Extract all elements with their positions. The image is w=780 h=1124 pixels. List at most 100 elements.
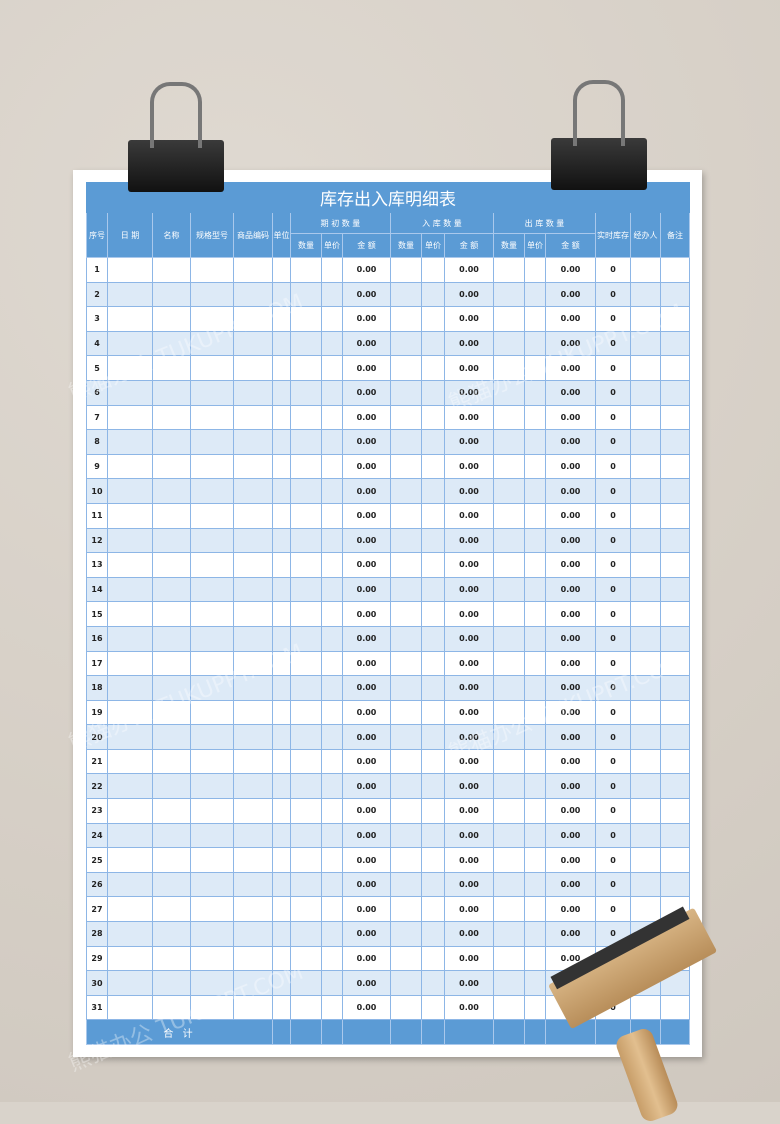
empty-cell[interactable] xyxy=(190,478,234,504)
empty-cell[interactable] xyxy=(233,650,273,677)
stock-cell[interactable]: 0 xyxy=(595,379,631,406)
empty-cell[interactable] xyxy=(321,478,343,504)
empty-cell[interactable] xyxy=(272,773,291,800)
empty-cell[interactable] xyxy=(390,552,422,578)
outbound-amount-cell[interactable]: 0.00 xyxy=(545,478,596,504)
opening-amount-cell[interactable]: 0.00 xyxy=(342,478,391,504)
empty-cell[interactable] xyxy=(493,576,525,603)
empty-cell[interactable] xyxy=(152,330,191,357)
empty-cell[interactable] xyxy=(233,306,273,332)
empty-cell[interactable] xyxy=(321,699,343,726)
empty-cell[interactable] xyxy=(421,970,445,996)
stock-cell[interactable]: 0 xyxy=(595,404,631,431)
empty-cell[interactable] xyxy=(107,355,153,381)
opening-amount-cell[interactable]: 0.00 xyxy=(342,306,391,332)
empty-cell[interactable] xyxy=(290,724,322,750)
empty-cell[interactable] xyxy=(421,871,445,898)
inbound-amount-cell[interactable]: 0.00 xyxy=(444,478,494,504)
empty-cell[interactable] xyxy=(390,281,422,308)
empty-cell[interactable] xyxy=(107,478,153,504)
empty-cell[interactable] xyxy=(107,281,153,308)
empty-cell[interactable] xyxy=(524,847,546,873)
stock-cell[interactable]: 0 xyxy=(595,798,631,824)
opening-amount-cell[interactable]: 0.00 xyxy=(342,527,391,554)
empty-cell[interactable] xyxy=(107,822,153,849)
empty-cell[interactable] xyxy=(630,502,661,529)
empty-cell[interactable] xyxy=(524,675,546,701)
serial-cell[interactable]: 20 xyxy=(86,724,108,750)
empty-cell[interactable] xyxy=(421,798,445,824)
empty-cell[interactable] xyxy=(152,527,191,554)
stock-cell[interactable]: 0 xyxy=(595,576,631,603)
empty-cell[interactable] xyxy=(659,994,691,1021)
empty-cell[interactable] xyxy=(630,306,661,332)
empty-cell[interactable] xyxy=(659,527,691,554)
empty-cell[interactable] xyxy=(190,453,234,480)
outbound-amount-cell[interactable]: 0.00 xyxy=(545,379,596,406)
outbound-amount-cell[interactable]: 0.00 xyxy=(545,773,596,800)
empty-cell[interactable] xyxy=(290,773,322,800)
empty-cell[interactable] xyxy=(290,379,322,406)
inbound-amount-cell[interactable]: 0.00 xyxy=(444,257,494,283)
empty-cell[interactable] xyxy=(107,552,153,578)
inbound-amount-cell[interactable]: 0.00 xyxy=(444,822,494,849)
opening-amount-cell[interactable]: 0.00 xyxy=(342,502,391,529)
empty-cell[interactable] xyxy=(421,576,445,603)
outbound-amount-cell[interactable]: 0.00 xyxy=(545,675,596,701)
empty-cell[interactable] xyxy=(493,822,525,849)
empty-cell[interactable] xyxy=(107,847,153,873)
opening-amount-cell[interactable]: 0.00 xyxy=(342,355,391,381)
serial-cell[interactable]: 3 xyxy=(86,306,108,332)
empty-cell[interactable] xyxy=(152,379,191,406)
empty-cell[interactable] xyxy=(524,306,546,332)
empty-cell[interactable] xyxy=(390,330,422,357)
empty-cell[interactable] xyxy=(630,748,661,775)
serial-cell[interactable]: 24 xyxy=(86,822,108,849)
empty-cell[interactable] xyxy=(233,871,273,898)
serial-cell[interactable]: 17 xyxy=(86,650,108,677)
empty-cell[interactable] xyxy=(107,306,153,332)
empty-cell[interactable] xyxy=(190,921,234,947)
empty-cell[interactable] xyxy=(630,625,661,652)
empty-cell[interactable] xyxy=(493,502,525,529)
empty-cell[interactable] xyxy=(630,896,661,923)
empty-cell[interactable] xyxy=(493,773,525,800)
empty-cell[interactable] xyxy=(290,896,322,923)
empty-cell[interactable] xyxy=(107,675,153,701)
empty-cell[interactable] xyxy=(321,257,343,283)
outbound-amount-cell[interactable]: 0.00 xyxy=(545,650,596,677)
empty-cell[interactable] xyxy=(630,601,661,627)
empty-cell[interactable] xyxy=(272,921,291,947)
empty-cell[interactable] xyxy=(659,699,691,726)
empty-cell[interactable] xyxy=(524,355,546,381)
outbound-amount-cell[interactable]: 0.00 xyxy=(545,429,596,455)
empty-cell[interactable] xyxy=(290,994,322,1021)
empty-cell[interactable] xyxy=(152,896,191,923)
empty-cell[interactable] xyxy=(190,970,234,996)
empty-cell[interactable] xyxy=(107,970,153,996)
empty-cell[interactable] xyxy=(524,576,546,603)
serial-cell[interactable]: 21 xyxy=(86,748,108,775)
empty-cell[interactable] xyxy=(272,650,291,677)
empty-cell[interactable] xyxy=(421,822,445,849)
empty-cell[interactable] xyxy=(630,699,661,726)
empty-cell[interactable] xyxy=(190,847,234,873)
empty-cell[interactable] xyxy=(152,257,191,283)
empty-cell[interactable] xyxy=(421,379,445,406)
empty-cell[interactable] xyxy=(421,921,445,947)
empty-cell[interactable] xyxy=(272,281,291,308)
stock-cell[interactable]: 0 xyxy=(595,625,631,652)
empty-cell[interactable] xyxy=(233,748,273,775)
empty-cell[interactable] xyxy=(233,675,273,701)
serial-cell[interactable]: 12 xyxy=(86,527,108,554)
serial-cell[interactable]: 1 xyxy=(86,257,108,283)
empty-cell[interactable] xyxy=(321,773,343,800)
empty-cell[interactable] xyxy=(659,724,691,750)
empty-cell[interactable] xyxy=(321,871,343,898)
empty-cell[interactable] xyxy=(190,527,234,554)
outbound-amount-cell[interactable]: 0.00 xyxy=(545,847,596,873)
empty-cell[interactable] xyxy=(390,847,422,873)
empty-cell[interactable] xyxy=(321,675,343,701)
empty-cell[interactable] xyxy=(272,822,291,849)
empty-cell[interactable] xyxy=(524,601,546,627)
